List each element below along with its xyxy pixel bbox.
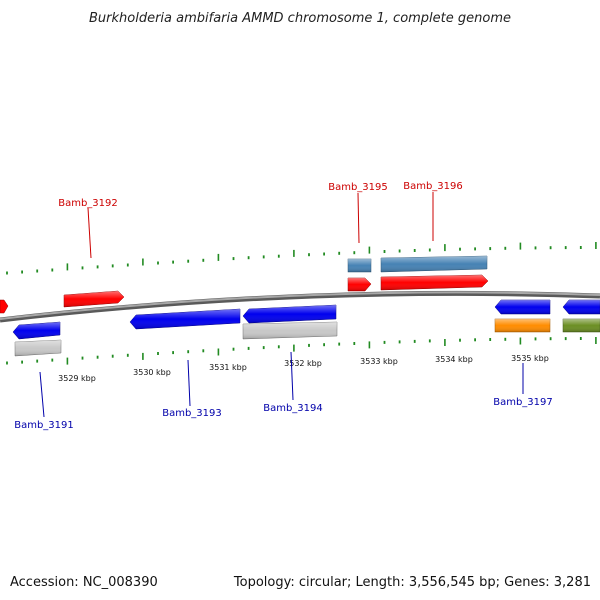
accession-text: Accession: NC_008390 — [10, 575, 158, 590]
leader-line — [87, 207, 92, 259]
chromosome-backbone-shadow — [0, 290, 600, 323]
upper-tick-row — [6, 242, 597, 275]
gene-shade — [563, 319, 600, 332]
gene-shade — [348, 259, 371, 272]
gene-labels: Bamb_3191 Bamb_3192 Bamb_3193 Bamb_3194 … — [14, 181, 553, 431]
map-title: Burkholderia ambifaria AMMD chromosome 1… — [89, 11, 511, 26]
gene-label-bamb-3197[interactable]: Bamb_3197 — [493, 397, 553, 408]
gene-shade — [563, 300, 600, 314]
gene-shade — [64, 291, 124, 307]
gene-label-bamb-3193[interactable]: Bamb_3193 — [162, 408, 222, 419]
scale-labels: 3529 kbp 3530 kbp 3531 kbp 3532 kbp 3533… — [58, 354, 549, 383]
gene-shade — [13, 322, 60, 339]
scale-label: 3530 kbp — [133, 368, 171, 377]
gene-label-bamb-3191[interactable]: Bamb_3191 — [14, 420, 74, 431]
gene-shade — [243, 305, 336, 323]
gene-shade — [348, 278, 371, 291]
gene-shade — [381, 275, 488, 290]
gene-shade — [495, 300, 550, 314]
chromosome-backbone — [0, 291, 600, 320]
leader-line — [357, 192, 360, 244]
scale-label: 3533 kbp — [360, 357, 398, 366]
gene-shade — [15, 340, 61, 356]
gene-shade — [243, 322, 337, 339]
scale-label: 3534 kbp — [435, 355, 473, 364]
lower-tick-row — [6, 337, 597, 365]
gene-shade — [381, 256, 487, 272]
gene-shade — [130, 309, 240, 329]
gene-label-bamb-3192[interactable]: Bamb_3192 — [58, 198, 118, 209]
leader-line — [187, 359, 191, 407]
gene-features — [0, 255, 600, 357]
gene-feature-red[interactable] — [0, 299, 9, 314]
gene-label-bamb-3194[interactable]: Bamb_3194 — [263, 403, 323, 414]
leader-line — [39, 371, 45, 418]
gene-label-bamb-3195[interactable]: Bamb_3195 — [328, 182, 388, 193]
genome-summary-text: Topology: circular; Length: 3,556,545 bp… — [233, 575, 591, 590]
scale-label: 3532 kbp — [284, 359, 322, 368]
scale-label: 3535 kbp — [511, 354, 549, 363]
gene-label-bamb-3196[interactable]: Bamb_3196 — [403, 181, 463, 192]
gene-shade — [495, 319, 550, 332]
scale-label: 3531 kbp — [209, 363, 247, 372]
scale-label: 3529 kbp — [58, 374, 96, 383]
leader-line — [290, 351, 294, 401]
